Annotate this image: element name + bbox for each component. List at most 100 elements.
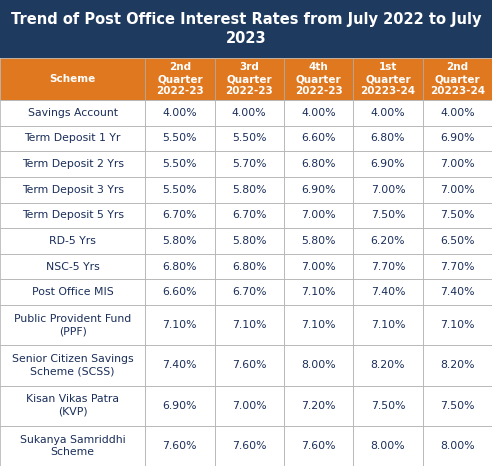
Text: 5.50%: 5.50% bbox=[162, 133, 197, 144]
FancyBboxPatch shape bbox=[353, 126, 423, 151]
FancyBboxPatch shape bbox=[145, 385, 215, 426]
Text: Savings Account: Savings Account bbox=[28, 108, 118, 118]
Text: 6.60%: 6.60% bbox=[301, 133, 336, 144]
FancyBboxPatch shape bbox=[0, 228, 145, 254]
Text: 6.50%: 6.50% bbox=[440, 236, 475, 246]
Text: 6.70%: 6.70% bbox=[162, 210, 197, 220]
Text: 3rd
Quarter
2022-23: 3rd Quarter 2022-23 bbox=[225, 62, 273, 96]
FancyBboxPatch shape bbox=[423, 151, 492, 177]
FancyBboxPatch shape bbox=[145, 280, 215, 305]
Text: 7.00%: 7.00% bbox=[370, 185, 405, 195]
Text: 4.00%: 4.00% bbox=[232, 108, 267, 118]
Text: Term Deposit 5 Yrs: Term Deposit 5 Yrs bbox=[22, 210, 123, 220]
FancyBboxPatch shape bbox=[284, 203, 353, 228]
FancyBboxPatch shape bbox=[0, 126, 145, 151]
FancyBboxPatch shape bbox=[353, 58, 423, 100]
FancyBboxPatch shape bbox=[423, 254, 492, 280]
Text: 4th
Quarter
2022-23: 4th Quarter 2022-23 bbox=[295, 62, 342, 96]
Text: 5.80%: 5.80% bbox=[301, 236, 336, 246]
FancyBboxPatch shape bbox=[215, 177, 284, 203]
FancyBboxPatch shape bbox=[215, 126, 284, 151]
FancyBboxPatch shape bbox=[0, 177, 145, 203]
FancyBboxPatch shape bbox=[423, 345, 492, 385]
Text: 8.00%: 8.00% bbox=[440, 441, 475, 451]
Text: 6.90%: 6.90% bbox=[370, 159, 405, 169]
FancyBboxPatch shape bbox=[353, 385, 423, 426]
FancyBboxPatch shape bbox=[423, 305, 492, 345]
FancyBboxPatch shape bbox=[284, 254, 353, 280]
FancyBboxPatch shape bbox=[284, 426, 353, 466]
FancyBboxPatch shape bbox=[284, 228, 353, 254]
FancyBboxPatch shape bbox=[284, 305, 353, 345]
Text: 7.10%: 7.10% bbox=[301, 288, 336, 297]
Text: 6.80%: 6.80% bbox=[232, 262, 267, 272]
Text: Term Deposit 1 Yr: Term Deposit 1 Yr bbox=[25, 133, 121, 144]
FancyBboxPatch shape bbox=[423, 385, 492, 426]
Text: 7.60%: 7.60% bbox=[232, 441, 267, 451]
Text: 7.70%: 7.70% bbox=[370, 262, 405, 272]
FancyBboxPatch shape bbox=[423, 177, 492, 203]
Text: 6.80%: 6.80% bbox=[370, 133, 405, 144]
Text: 2nd
Quarter
20223-24: 2nd Quarter 20223-24 bbox=[430, 62, 485, 96]
Text: RD-5 Yrs: RD-5 Yrs bbox=[49, 236, 96, 246]
Text: 7.60%: 7.60% bbox=[162, 441, 197, 451]
FancyBboxPatch shape bbox=[353, 305, 423, 345]
FancyBboxPatch shape bbox=[353, 203, 423, 228]
Text: 8.00%: 8.00% bbox=[370, 441, 405, 451]
FancyBboxPatch shape bbox=[353, 280, 423, 305]
Text: 7.50%: 7.50% bbox=[370, 210, 405, 220]
FancyBboxPatch shape bbox=[215, 228, 284, 254]
FancyBboxPatch shape bbox=[0, 345, 145, 385]
FancyBboxPatch shape bbox=[0, 426, 145, 466]
Text: Term Deposit 2 Yrs: Term Deposit 2 Yrs bbox=[22, 159, 123, 169]
FancyBboxPatch shape bbox=[145, 58, 215, 100]
Text: 7.40%: 7.40% bbox=[162, 360, 197, 370]
Text: 8.20%: 8.20% bbox=[370, 360, 405, 370]
FancyBboxPatch shape bbox=[215, 100, 284, 126]
FancyBboxPatch shape bbox=[353, 426, 423, 466]
FancyBboxPatch shape bbox=[0, 280, 145, 305]
Text: 7.60%: 7.60% bbox=[232, 360, 267, 370]
Text: 7.00%: 7.00% bbox=[301, 210, 336, 220]
Text: 7.10%: 7.10% bbox=[440, 320, 475, 330]
Text: Term Deposit 3 Yrs: Term Deposit 3 Yrs bbox=[22, 185, 123, 195]
FancyBboxPatch shape bbox=[0, 254, 145, 280]
Text: 7.50%: 7.50% bbox=[440, 210, 475, 220]
Text: 7.60%: 7.60% bbox=[301, 441, 336, 451]
FancyBboxPatch shape bbox=[145, 126, 215, 151]
Text: Kisan Vikas Patra
(KVP): Kisan Vikas Patra (KVP) bbox=[26, 395, 119, 417]
FancyBboxPatch shape bbox=[423, 100, 492, 126]
FancyBboxPatch shape bbox=[215, 385, 284, 426]
FancyBboxPatch shape bbox=[284, 58, 353, 100]
FancyBboxPatch shape bbox=[423, 280, 492, 305]
Text: 5.80%: 5.80% bbox=[232, 236, 267, 246]
Text: 7.40%: 7.40% bbox=[440, 288, 475, 297]
FancyBboxPatch shape bbox=[145, 305, 215, 345]
FancyBboxPatch shape bbox=[284, 385, 353, 426]
Text: 5.50%: 5.50% bbox=[162, 185, 197, 195]
Text: 4.00%: 4.00% bbox=[301, 108, 336, 118]
FancyBboxPatch shape bbox=[284, 345, 353, 385]
FancyBboxPatch shape bbox=[423, 228, 492, 254]
Text: Post Office MIS: Post Office MIS bbox=[31, 288, 114, 297]
FancyBboxPatch shape bbox=[0, 0, 492, 58]
Text: 2nd
Quarter
2022-23: 2nd Quarter 2022-23 bbox=[156, 62, 204, 96]
FancyBboxPatch shape bbox=[0, 385, 145, 426]
FancyBboxPatch shape bbox=[353, 228, 423, 254]
FancyBboxPatch shape bbox=[353, 254, 423, 280]
FancyBboxPatch shape bbox=[353, 345, 423, 385]
Text: 8.00%: 8.00% bbox=[301, 360, 336, 370]
FancyBboxPatch shape bbox=[423, 126, 492, 151]
Text: 7.00%: 7.00% bbox=[440, 159, 475, 169]
Text: Public Provident Fund
(PPF): Public Provident Fund (PPF) bbox=[14, 314, 131, 336]
Text: 7.70%: 7.70% bbox=[440, 262, 475, 272]
FancyBboxPatch shape bbox=[145, 177, 215, 203]
Text: 5.50%: 5.50% bbox=[232, 133, 267, 144]
FancyBboxPatch shape bbox=[145, 203, 215, 228]
Text: 6.70%: 6.70% bbox=[232, 288, 267, 297]
Text: 7.10%: 7.10% bbox=[301, 320, 336, 330]
Text: 6.60%: 6.60% bbox=[162, 288, 197, 297]
Text: 7.50%: 7.50% bbox=[370, 401, 405, 411]
FancyBboxPatch shape bbox=[215, 151, 284, 177]
FancyBboxPatch shape bbox=[215, 280, 284, 305]
